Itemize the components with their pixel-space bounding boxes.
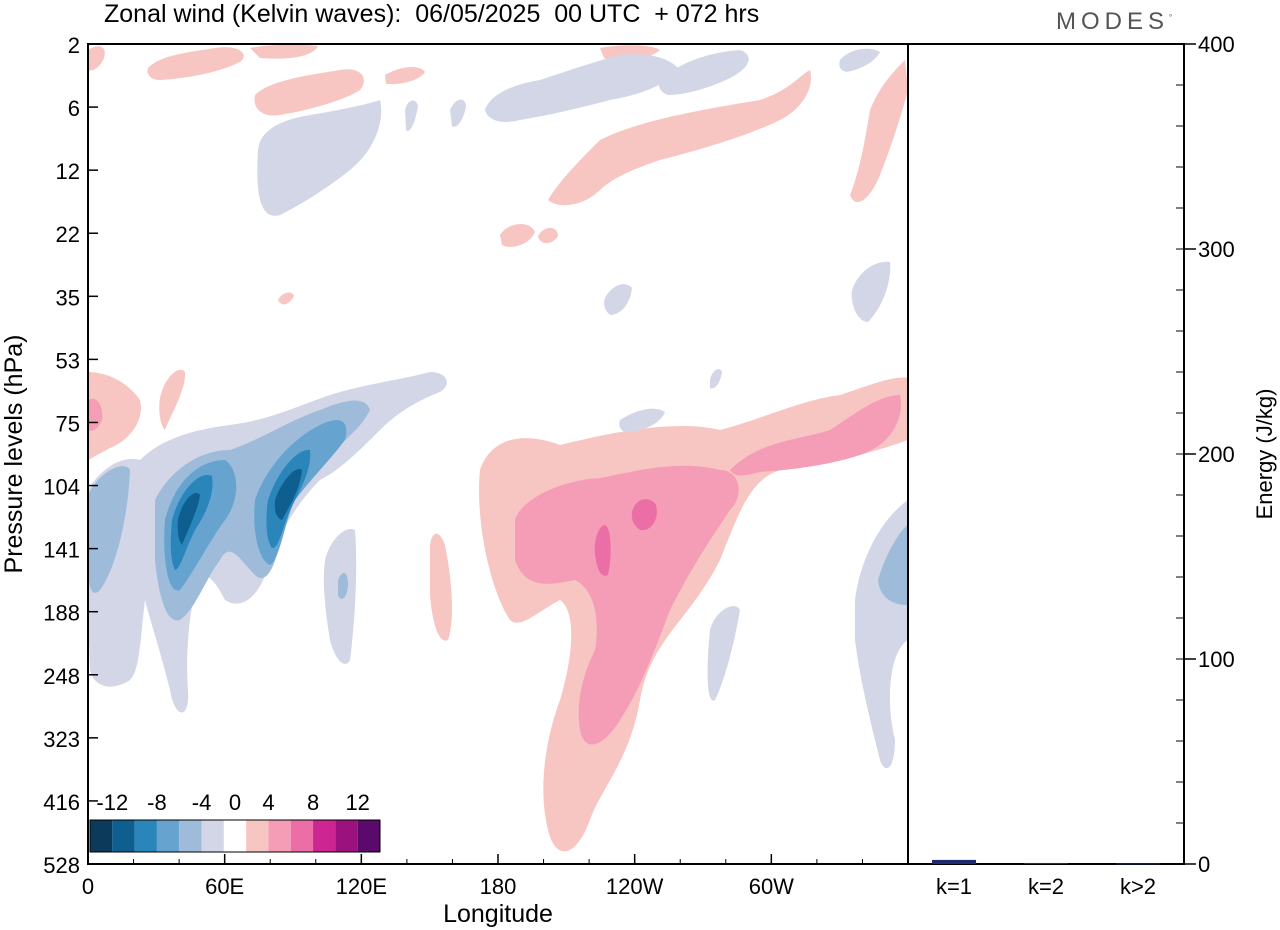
colorbar-swatch [201, 820, 224, 852]
positive-wind-region [850, 60, 908, 203]
y-tick-label: 6 [68, 96, 80, 121]
negative-wind-region [170, 474, 213, 570]
positive-wind-region [88, 46, 105, 71]
colorbar-swatch [134, 820, 157, 852]
negative-wind-region [878, 525, 908, 605]
colorbar-label: 0 [229, 790, 241, 815]
positive-wind-region [250, 44, 318, 59]
energy-tick-label: 0 [1198, 852, 1210, 877]
positive-wind-region [631, 499, 657, 531]
negative-wind-region [851, 261, 891, 322]
positive-wind-region [730, 395, 901, 476]
positive-wind-region [385, 66, 425, 85]
negative-wind-region [485, 54, 680, 122]
y-tick-label: 323 [43, 727, 80, 752]
positive-wind-region [515, 465, 739, 745]
positive-wind-region [594, 525, 611, 576]
energy-category-label: k>2 [1120, 874, 1156, 899]
brand-text: MODES [1056, 8, 1170, 35]
brand-logo: MODES° [1056, 8, 1172, 36]
colorbar-swatch [156, 820, 180, 852]
positive-wind-region [548, 70, 811, 206]
x-tick-label: 180 [480, 874, 517, 899]
y-tick-label: 12 [56, 159, 80, 184]
x-axis-label: Longitude [443, 900, 553, 928]
energy-axis-label: Energy (J/kg) [1252, 389, 1277, 520]
positive-wind-region [500, 224, 535, 247]
energy-category-label: k=2 [1028, 874, 1064, 899]
brand-mark: ° [1169, 13, 1173, 22]
y-tick-label: 35 [56, 285, 80, 310]
positive-wind-region [538, 227, 558, 244]
colorbar-label: 8 [307, 790, 319, 815]
energy-tick-label: 300 [1198, 237, 1235, 262]
colorbar-swatch [112, 820, 135, 852]
y-tick-label: 22 [56, 222, 80, 247]
x-tick-label: 0 [82, 874, 94, 899]
colorbar-swatch [268, 820, 291, 852]
negative-wind-region [707, 606, 740, 701]
x-tick-label: 60E [205, 874, 244, 899]
colorbar-swatch [246, 820, 269, 852]
colorbar-swatch [223, 820, 247, 852]
x-tick-label: 120W [606, 874, 664, 899]
positive-wind-region [147, 47, 244, 80]
y-tick-label: 248 [43, 664, 80, 689]
zonal-wind-field [88, 44, 908, 852]
colorbar-swatch [313, 820, 336, 852]
colorbar-swatch [90, 820, 113, 852]
colorbar-label: -12 [96, 790, 128, 815]
y-tick-label: 2 [68, 33, 80, 58]
negative-wind-region [257, 100, 382, 216]
negative-wind-region [88, 466, 130, 593]
x-tick-label: 60W [749, 874, 794, 899]
energy-tick-label: 100 [1198, 647, 1235, 672]
colorbar-frame [89, 819, 381, 853]
colorbar-label: -8 [147, 790, 167, 815]
chart-title: Zonal wind (Kelvin waves): 06/05/2025 00… [104, 0, 760, 28]
colorbar-swatch [179, 820, 202, 852]
negative-wind-region [604, 284, 632, 315]
colorbar-swatch [357, 820, 380, 852]
colorbar-label: 12 [345, 790, 369, 815]
x-tick-label: 120E [336, 874, 387, 899]
positive-wind-region [159, 369, 186, 430]
negative-wind-region [450, 99, 466, 127]
y-tick-label: 141 [43, 538, 80, 563]
energy-bar [932, 859, 976, 864]
positive-wind-region [430, 533, 452, 641]
negative-wind-region [177, 492, 200, 545]
positive-wind-region [88, 372, 141, 460]
negative-wind-region [658, 50, 749, 95]
y-tick-label: 104 [43, 475, 80, 500]
energy-bar [1024, 862, 1068, 864]
positive-wind-region [254, 69, 364, 116]
colorbar-label: -4 [192, 790, 212, 815]
y-tick-label: 528 [43, 853, 80, 878]
negative-wind-region [710, 369, 722, 389]
y-tick-label: 416 [43, 790, 80, 815]
y-axis-label: Pressure levels (hPa) [0, 335, 28, 574]
y-tick-label: 53 [56, 348, 80, 373]
energy-tick-label: 400 [1198, 32, 1235, 57]
y-tick-label: 75 [56, 411, 80, 436]
colorbar-label: 4 [262, 790, 274, 815]
energy-tick-label: 200 [1198, 442, 1235, 467]
negative-wind-region [274, 469, 302, 520]
y-tick-label: 188 [43, 601, 80, 626]
colorbar-swatch [335, 820, 358, 852]
energy-plot-frame [907, 43, 1185, 865]
energy-bar [1116, 863, 1160, 865]
energy-category-label: k=1 [936, 874, 972, 899]
positive-wind-region [278, 292, 294, 305]
negative-wind-region [839, 48, 880, 72]
negative-wind-region [619, 408, 665, 432]
negative-wind-region [405, 100, 418, 131]
colorbar-swatch [290, 820, 314, 852]
negative-wind-region [338, 573, 348, 599]
